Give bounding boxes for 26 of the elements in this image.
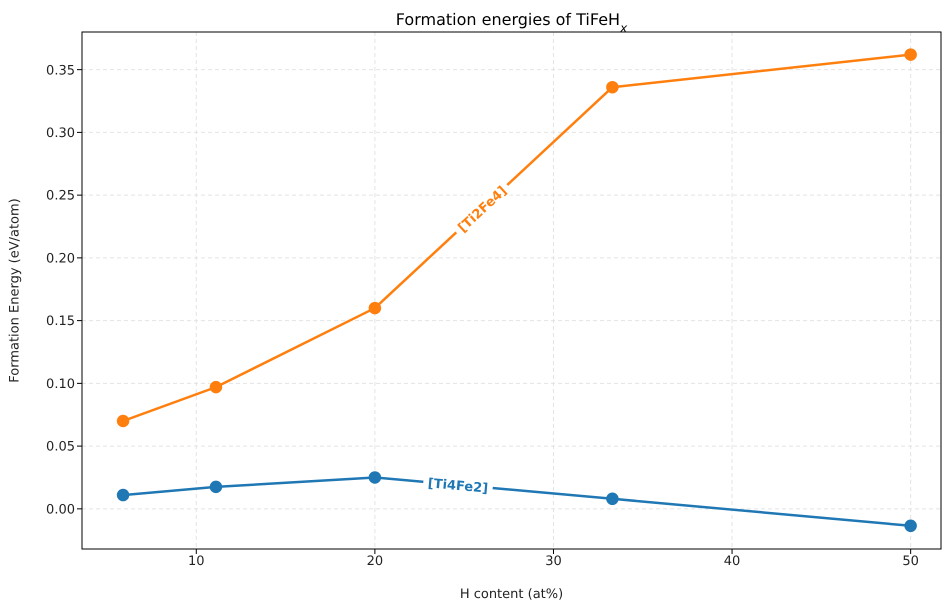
point: [116, 414, 130, 428]
y-tick-label: 0.35: [46, 63, 75, 78]
x-tick-label: 10: [188, 554, 205, 570]
y-tick-label: 0.30: [46, 126, 75, 142]
point: [210, 480, 222, 494]
point: [904, 48, 917, 61]
y-tick-label: 0.05: [46, 440, 75, 455]
x-tick-label: 30: [545, 554, 562, 570]
y-tick-label: 0.25: [46, 188, 75, 204]
point: [606, 80, 619, 94]
point: [904, 520, 917, 532]
y-axis-title: Formation Energy (eV/atom): [8, 198, 23, 383]
x-tick-label: 40: [724, 554, 740, 570]
y-tick-label: 0.15: [46, 314, 75, 330]
x-tick-label: 20: [366, 554, 384, 570]
y-tick-label: 0.10: [46, 376, 75, 392]
point: [368, 302, 382, 314]
y-tick-label: 0.20: [46, 251, 75, 266]
x-tick-label: 50: [902, 554, 919, 570]
text: [Ti4Fe2]: [427, 476, 489, 497]
point: [606, 492, 619, 506]
x-axis-title: H content (at%): [460, 587, 564, 602]
y-tick-label: 0.00: [46, 502, 75, 518]
point: [368, 471, 382, 484]
point: [210, 380, 222, 394]
point: [116, 488, 130, 502]
